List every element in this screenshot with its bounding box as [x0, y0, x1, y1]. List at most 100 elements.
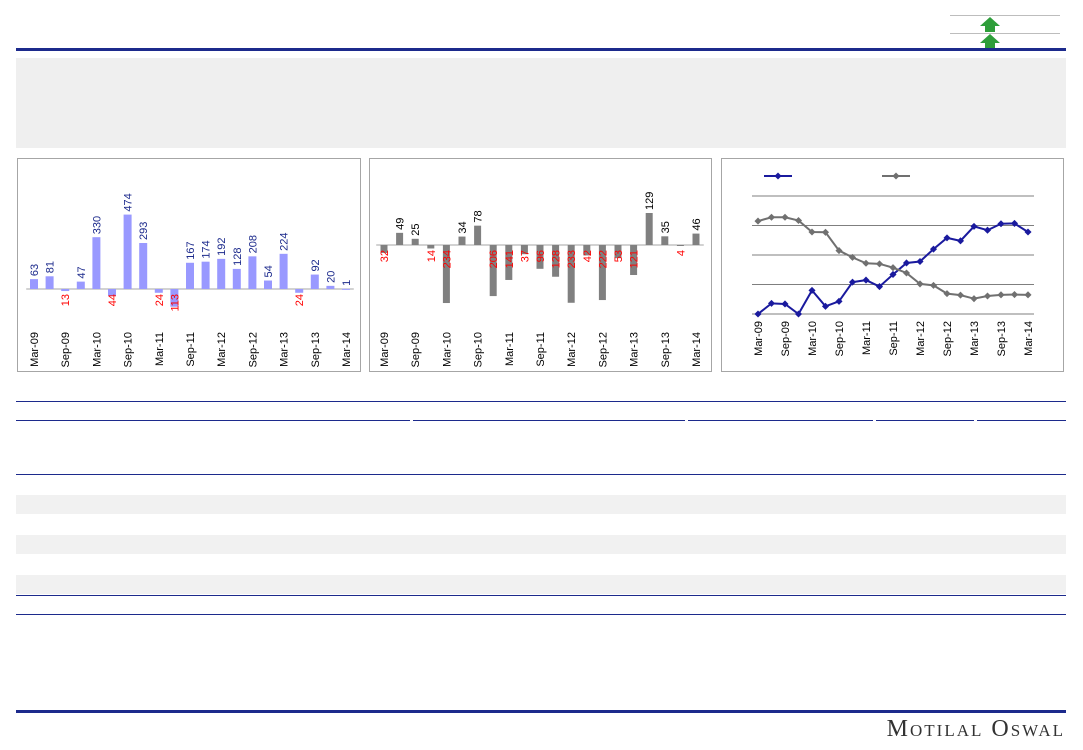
x-tick-label: Mar-09	[29, 332, 41, 367]
bar	[217, 258, 226, 289]
x-tick-label: Mar-12	[915, 321, 927, 356]
bar	[474, 225, 482, 245]
bar	[598, 245, 606, 301]
x-tick-label: Sep-12	[942, 321, 954, 356]
data-point	[997, 291, 1005, 299]
bar	[279, 253, 288, 289]
data-point	[754, 310, 762, 318]
data-point	[862, 276, 870, 284]
x-tick-label: Sep-10	[834, 321, 846, 356]
data-point	[767, 213, 776, 221]
data-point	[848, 253, 857, 261]
data-point	[983, 292, 992, 300]
data-label: 167	[185, 241, 197, 259]
data-point	[943, 290, 951, 298]
legend-marker	[892, 172, 900, 180]
bar	[248, 256, 257, 289]
summary-band	[16, 58, 1066, 148]
bar	[458, 236, 466, 245]
data-label: 63	[29, 264, 41, 276]
table-bottom-rule	[16, 595, 1066, 596]
data-label: 233	[566, 250, 578, 268]
bar	[342, 288, 350, 290]
data-label: 129	[644, 192, 656, 210]
data-point	[956, 237, 965, 245]
data-label: 224	[279, 232, 291, 250]
bar	[139, 242, 148, 289]
data-label: 53	[613, 250, 625, 262]
table-header-rule	[688, 420, 873, 421]
brand-logo: Motilal Oswal	[886, 716, 1065, 742]
table-row	[16, 535, 1066, 554]
bar	[411, 238, 419, 245]
chart-panel-1: 63 81 13 47 330 44 474 293 24 113 167 174 192 128 208 5…	[17, 158, 361, 372]
table-body-rule	[16, 474, 1066, 475]
data-point	[929, 245, 938, 253]
bar	[630, 245, 638, 276]
data-label: 222	[597, 250, 609, 268]
data-label: 192	[216, 237, 228, 255]
data-point	[1024, 291, 1032, 299]
data-point	[808, 286, 816, 294]
data-point	[835, 297, 843, 305]
x-tick-label: Mar-13	[629, 332, 641, 367]
data-point	[889, 270, 897, 279]
data-label: 20	[325, 271, 337, 283]
x-tick-label: Sep-13	[996, 321, 1008, 356]
table-top-rule	[16, 401, 1066, 402]
bar	[30, 279, 38, 289]
bar	[692, 233, 700, 245]
bar	[295, 289, 304, 293]
data-label: 47	[76, 266, 88, 278]
data-label: 81	[45, 261, 57, 273]
bar	[520, 245, 528, 255]
x-tick-label: Mar-11	[504, 332, 516, 366]
data-label: 4	[675, 250, 687, 256]
x-tick-label: Mar-13	[969, 321, 981, 356]
data-label: 113	[169, 294, 181, 312]
header-rule	[16, 48, 1066, 51]
data-point	[956, 291, 965, 299]
bar	[536, 245, 544, 269]
x-tick-label: Sep-13	[660, 332, 672, 367]
x-tick-label: Sep-09	[780, 321, 792, 356]
x-tick-label: Sep-13	[310, 332, 322, 367]
data-point	[862, 259, 870, 267]
bar	[108, 289, 116, 296]
data-label: 54	[263, 265, 275, 277]
data-label: 208	[247, 235, 259, 253]
x-tick-label: Sep-11	[185, 332, 197, 367]
data-point	[916, 280, 924, 288]
x-tick-label: Mar-09	[379, 332, 391, 367]
data-point	[889, 264, 897, 272]
bar	[396, 232, 404, 245]
data-point	[1010, 219, 1019, 227]
x-tick-label: Mar-10	[91, 332, 103, 367]
bar	[154, 289, 163, 293]
bar	[489, 245, 497, 297]
bar	[552, 245, 560, 277]
x-tick-label: Mar-09	[753, 321, 765, 356]
data-label: 35	[660, 221, 672, 233]
divider	[950, 33, 1060, 34]
chart-panel-3: Mar-09 Sep-09 Mar-10 Sep-10 Mar-11 Sep-11 Mar-…	[721, 158, 1064, 372]
data-label: 49	[395, 218, 407, 230]
bar	[201, 261, 210, 289]
data-point	[1010, 290, 1019, 299]
data-point	[821, 228, 830, 236]
data-label: 13	[60, 294, 72, 306]
data-label: 141	[504, 250, 516, 268]
bar	[505, 245, 513, 280]
data-point	[875, 283, 884, 291]
data-label: 121	[629, 250, 641, 268]
data-label: 24	[294, 294, 306, 306]
data-label: 37	[519, 250, 531, 262]
x-tick-label: Sep-10	[473, 332, 485, 367]
data-point	[794, 310, 803, 318]
bar	[310, 274, 319, 289]
x-tick-label: Mar-14	[341, 332, 353, 367]
data-label: 206	[488, 250, 500, 268]
data-label: 96	[535, 250, 547, 262]
x-tick-label: Mar-10	[807, 321, 819, 356]
up-arrow-icon	[980, 34, 1000, 49]
